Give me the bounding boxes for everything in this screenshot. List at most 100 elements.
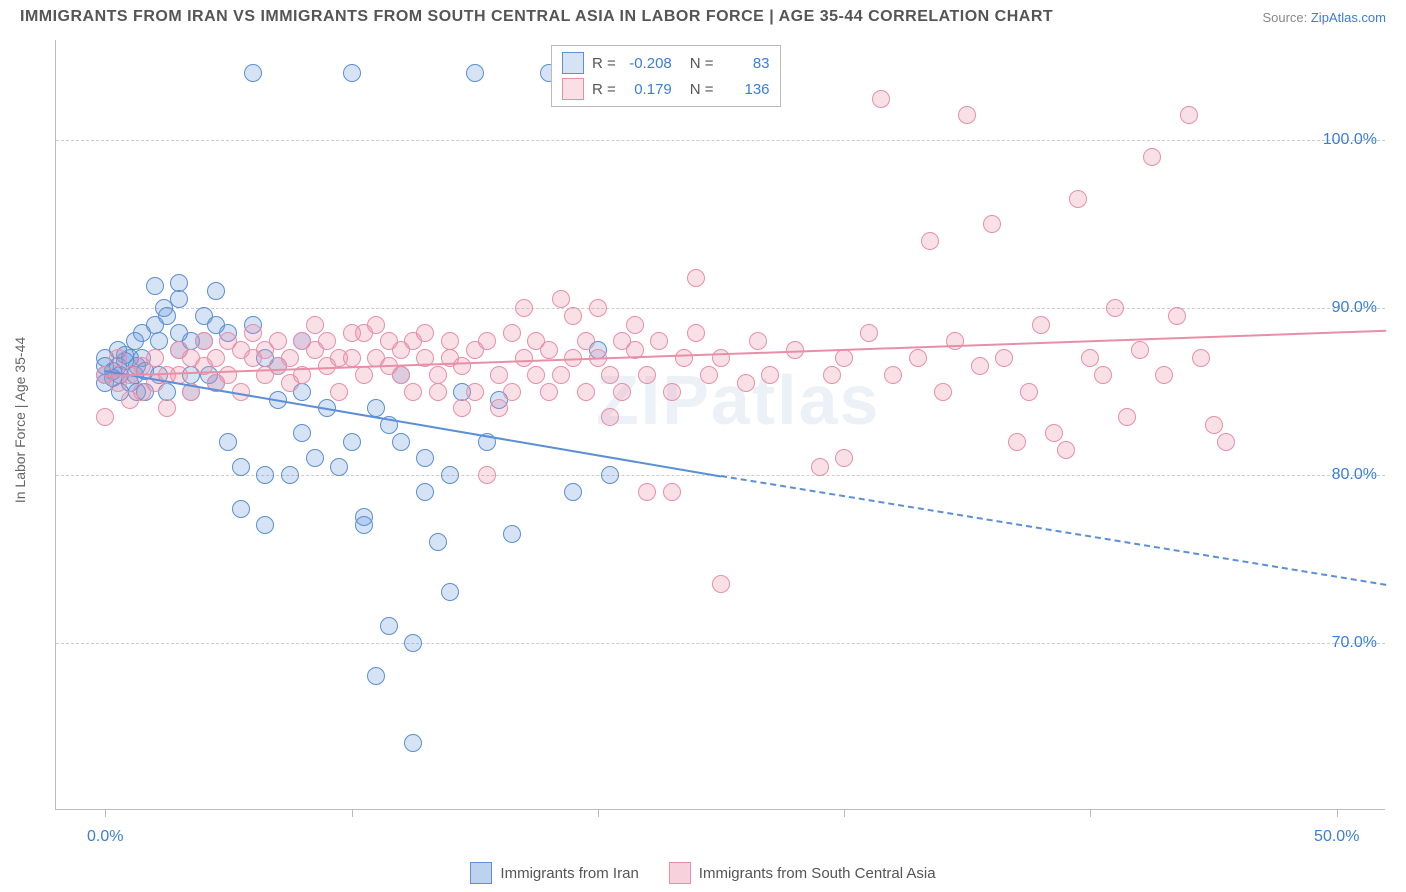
data-point: [1008, 433, 1026, 451]
stat-n-value: 83: [722, 55, 770, 72]
data-point: [392, 433, 410, 451]
source-prefix: Source:: [1262, 10, 1310, 25]
data-point: [478, 466, 496, 484]
legend-label: Immigrants from Iran: [500, 865, 638, 882]
data-point: [1180, 106, 1198, 124]
data-point: [995, 349, 1013, 367]
gridline: [56, 140, 1385, 141]
data-point: [737, 374, 755, 392]
y-tick-label: 90.0%: [1332, 299, 1377, 317]
data-point: [835, 349, 853, 367]
data-point: [1081, 349, 1099, 367]
legend-swatch: [470, 862, 492, 884]
data-point: [1205, 416, 1223, 434]
data-point: [244, 64, 262, 82]
data-point: [1143, 148, 1161, 166]
data-point: [158, 307, 176, 325]
data-point: [1094, 366, 1112, 384]
data-point: [934, 383, 952, 401]
data-point: [293, 424, 311, 442]
x-tick: [105, 809, 106, 817]
data-point: [577, 332, 595, 350]
x-tick: [1337, 809, 1338, 817]
data-point: [1155, 366, 1173, 384]
data-point: [823, 366, 841, 384]
data-point: [872, 90, 890, 108]
data-point: [638, 366, 656, 384]
data-point: [256, 466, 274, 484]
data-point: [150, 332, 168, 350]
y-tick-label: 80.0%: [1332, 466, 1377, 484]
data-point: [909, 349, 927, 367]
data-point: [281, 466, 299, 484]
data-point: [256, 516, 274, 534]
data-point: [96, 408, 114, 426]
stat-r-value: -0.208: [624, 55, 672, 72]
legend-swatch: [562, 52, 584, 74]
data-point: [687, 269, 705, 287]
trend-line: [721, 475, 1386, 586]
gridline: [56, 643, 1385, 644]
data-point: [958, 106, 976, 124]
legend-swatch: [669, 862, 691, 884]
data-point: [564, 483, 582, 501]
data-point: [712, 349, 730, 367]
y-tick-label: 70.0%: [1332, 634, 1377, 652]
x-tick-label: 0.0%: [87, 828, 123, 846]
data-point: [503, 525, 521, 543]
data-point: [416, 483, 434, 501]
data-point: [971, 357, 989, 375]
data-point: [441, 583, 459, 601]
data-point: [552, 366, 570, 384]
data-point: [503, 383, 521, 401]
data-point: [355, 516, 373, 534]
data-point: [453, 357, 471, 375]
data-point: [330, 458, 348, 476]
data-point: [281, 349, 299, 367]
source-attribution: Source: ZipAtlas.com: [1262, 10, 1386, 25]
chart-title: IMMIGRANTS FROM IRAN VS IMMIGRANTS FROM …: [20, 8, 1053, 26]
data-point: [564, 307, 582, 325]
data-point: [860, 324, 878, 342]
data-point: [835, 449, 853, 467]
data-point: [170, 274, 188, 292]
legend-item: Immigrants from South Central Asia: [669, 862, 936, 884]
data-point: [466, 383, 484, 401]
data-point: [195, 332, 213, 350]
x-tick: [598, 809, 599, 817]
data-point: [663, 383, 681, 401]
stat-label: N =: [690, 55, 714, 72]
stat-label: R =: [592, 81, 616, 98]
data-point: [601, 408, 619, 426]
data-point: [158, 399, 176, 417]
data-point: [219, 366, 237, 384]
data-point: [1032, 316, 1050, 334]
legend: Immigrants from Iran Immigrants from Sout…: [0, 862, 1406, 884]
data-point: [1192, 349, 1210, 367]
data-point: [1020, 383, 1038, 401]
data-point: [392, 366, 410, 384]
data-point: [503, 324, 521, 342]
stat-label: N =: [690, 81, 714, 98]
data-point: [232, 458, 250, 476]
data-point: [441, 332, 459, 350]
data-point: [1118, 408, 1136, 426]
data-point: [663, 483, 681, 501]
data-point: [219, 433, 237, 451]
data-point: [700, 366, 718, 384]
data-point: [404, 383, 422, 401]
data-point: [749, 332, 767, 350]
data-point: [1217, 433, 1235, 451]
data-point: [1069, 190, 1087, 208]
data-point: [343, 349, 361, 367]
data-point: [441, 466, 459, 484]
stats-legend: R =-0.208N =83R =0.179N =136: [551, 45, 781, 107]
data-point: [589, 299, 607, 317]
stat-n-value: 136: [722, 81, 770, 98]
data-point: [1106, 299, 1124, 317]
x-tick-label: 50.0%: [1314, 828, 1359, 846]
data-point: [306, 449, 324, 467]
data-point: [490, 366, 508, 384]
source-link[interactable]: ZipAtlas.com: [1311, 10, 1386, 25]
data-point: [613, 383, 631, 401]
